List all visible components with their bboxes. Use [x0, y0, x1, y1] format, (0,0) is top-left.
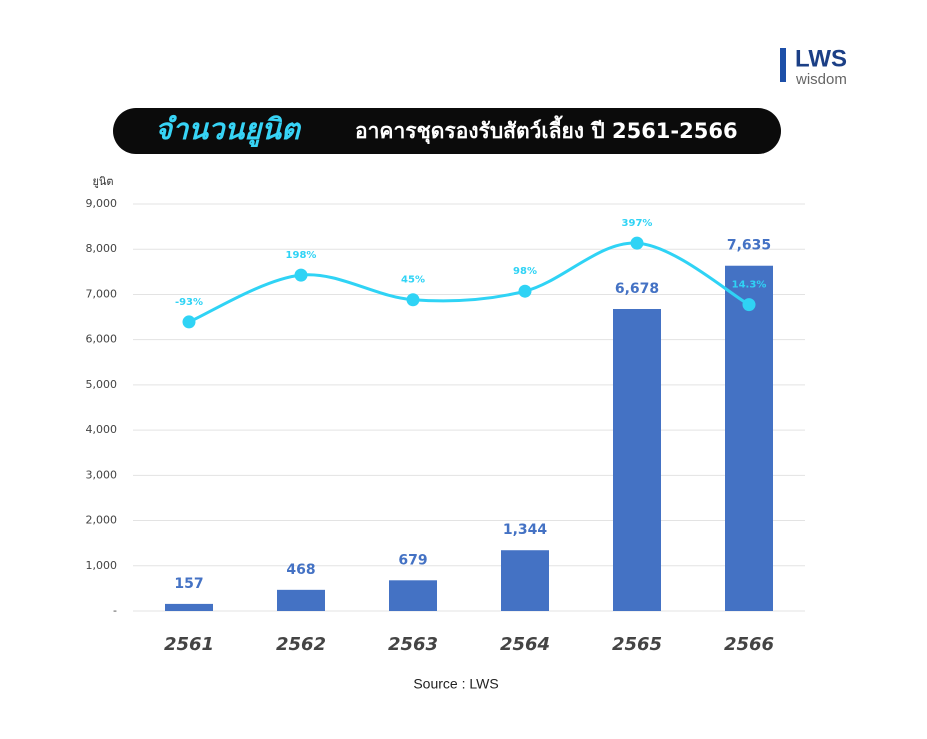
- x-tick-label: 2563: [388, 634, 438, 655]
- growth-point: [630, 236, 644, 250]
- logo-sub: wisdom: [795, 71, 847, 88]
- chart-title: อาคารชุดรองรับสัตว์เลี้ยง ปี 2561-2566: [355, 115, 738, 145]
- data-label: 679: [398, 552, 427, 568]
- data-label: 157: [174, 576, 203, 592]
- y-tick-label: 4,000: [86, 423, 118, 436]
- data-label: 468: [286, 562, 315, 578]
- data-label: 6,678: [615, 281, 659, 297]
- bar: [389, 580, 437, 611]
- x-tick-label: 2565: [612, 634, 662, 655]
- y-tick-label: 1,000: [86, 559, 118, 572]
- growth-point: [406, 293, 420, 307]
- y-tick-label: 5,000: [86, 378, 118, 391]
- y-axis-label: ยูนิต: [92, 175, 113, 188]
- data-label: 1,344: [503, 522, 548, 538]
- growth-point: [294, 268, 308, 282]
- growth-line: [188, 241, 750, 324]
- data-label: 7,635: [727, 238, 771, 254]
- growth-label: 198%: [286, 250, 317, 261]
- growth-point: [518, 284, 532, 298]
- y-tick-label: 6,000: [86, 333, 118, 346]
- x-tick-label: 2566: [724, 634, 774, 655]
- y-tick-label: -: [113, 604, 117, 617]
- logo-brand: LWS: [795, 45, 847, 72]
- growth-label: 98%: [513, 266, 537, 277]
- bar: [277, 589, 325, 611]
- growth-label: 45%: [401, 275, 425, 286]
- growth-label: 14.3%: [732, 280, 767, 291]
- growth-point: [742, 298, 756, 312]
- source: Source : LWS: [413, 676, 498, 692]
- x-tick-label: 2561: [164, 634, 214, 655]
- bar: [613, 309, 661, 611]
- y-tick-label: 2,000: [86, 514, 118, 527]
- title-pill: [113, 108, 781, 154]
- bar: [725, 265, 773, 611]
- title-highlight: จำนวนยูนิต: [155, 112, 302, 148]
- bar: [165, 603, 213, 611]
- x-tick-label: 2562: [276, 634, 326, 655]
- growth-label: -93%: [175, 297, 203, 308]
- y-tick-label: 3,000: [86, 468, 118, 481]
- y-tick-label: 9,000: [86, 197, 118, 210]
- x-tick-label: 2564: [500, 634, 550, 655]
- y-tick-label: 8,000: [86, 242, 118, 255]
- bar: [501, 550, 549, 611]
- growth-point: [182, 315, 196, 329]
- logo-bar: [780, 48, 786, 82]
- y-tick-label: 7,000: [86, 287, 118, 300]
- growth-label: 397%: [622, 218, 653, 229]
